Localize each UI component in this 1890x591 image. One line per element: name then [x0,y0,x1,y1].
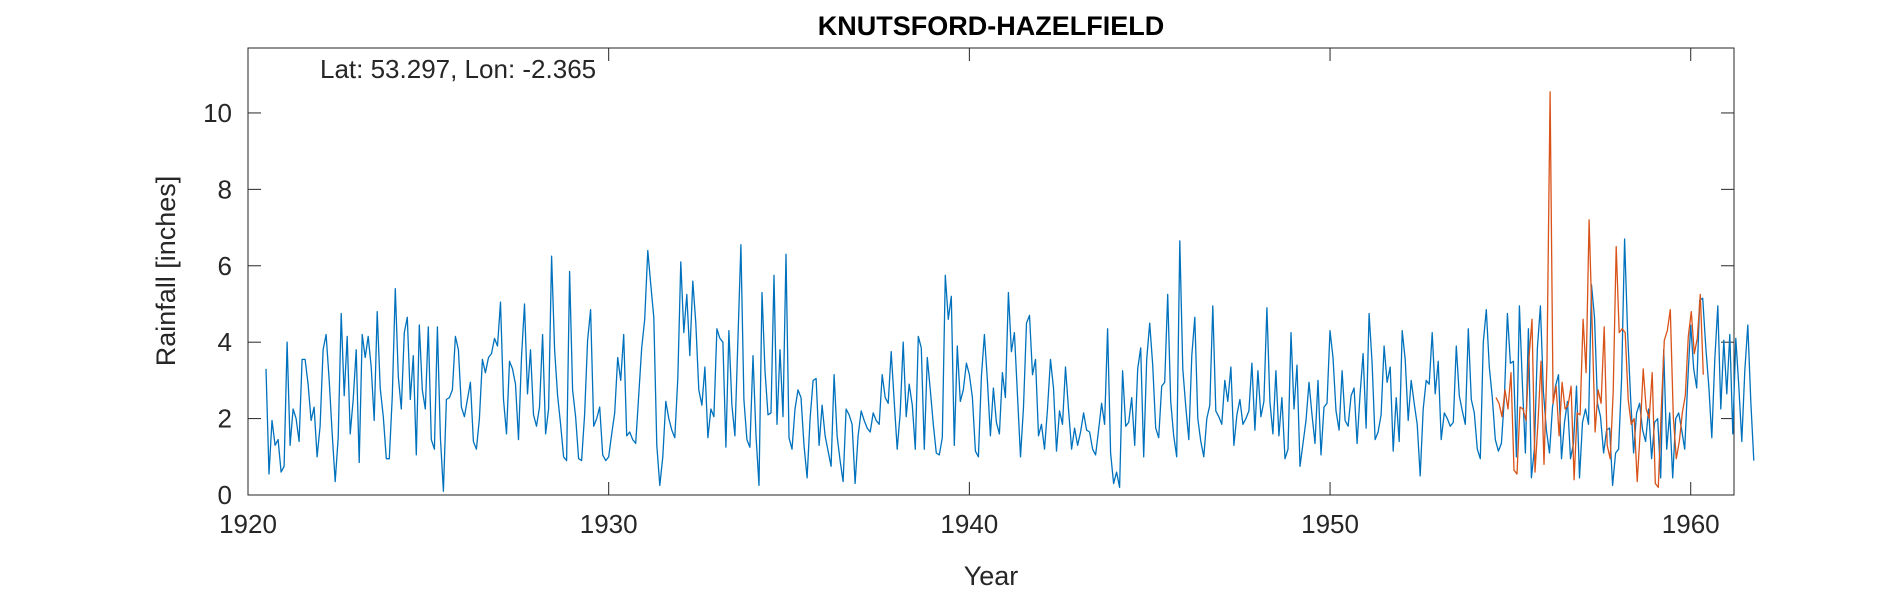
series-line-1 [265,238,1755,492]
x-tick-label: 1930 [580,509,638,539]
series-layer [265,91,1755,492]
y-tick-label: 8 [218,174,232,204]
y-tick-label: 2 [218,404,232,434]
y-tick-label: 6 [218,251,232,281]
x-axis-label: Year [964,561,1019,591]
x-tick-label: 1920 [219,509,277,539]
axis-tick-labels: 1920 1930 1940 1950 1960 0 2 4 6 8 10 [203,98,1720,539]
y-tick-label: 0 [218,480,232,510]
x-tick-label: 1950 [1301,509,1359,539]
x-tick-label: 1960 [1662,509,1720,539]
series-line-2 [1495,91,1704,489]
x-tick-label: 1940 [940,509,998,539]
chart-title: KNUTSFORD-HAZELFIELD [818,11,1164,41]
y-axis-label: Rainfall [inches] [151,176,181,367]
y-tick-label: 10 [203,98,232,128]
y-tick-label: 4 [218,327,232,357]
location-annotation: Lat: 53.297, Lon: -2.365 [320,54,596,84]
